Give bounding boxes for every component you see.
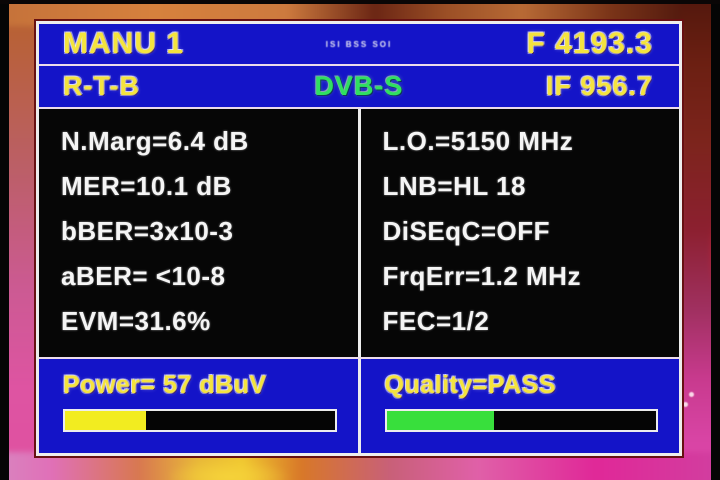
video-background-bottom-band xyxy=(0,452,720,480)
horizontal-separator xyxy=(39,357,679,359)
meter-ui-panel: MANU 1 ISI BSS SOI F 4193.3 R-T-B DVB-S … xyxy=(34,19,684,458)
horizontal-separator xyxy=(39,107,679,109)
measurement-bber: bBER=3x10-3 xyxy=(61,216,234,246)
video-highlight-yellow xyxy=(168,460,288,480)
measurement-aber: aBER= <10-8 xyxy=(61,261,226,291)
setting-lnb: LNB=HL 18 xyxy=(382,171,526,201)
power-readout: Power= 57 dBuV xyxy=(63,371,267,399)
header-small-text: ISI BSS SOI xyxy=(325,39,393,49)
header-bar: MANU 1 ISI BSS SOI F 4193.3 xyxy=(39,24,679,64)
info-bar: R-T-B DVB-S IF 956.7 xyxy=(39,66,679,107)
screen-edge-top xyxy=(0,0,720,4)
vertical-divider xyxy=(357,109,361,357)
if-frequency-readout: IF 956.7 xyxy=(545,71,653,101)
setting-fec: FEC=1/2 xyxy=(382,306,490,336)
setting-frqerr: FrqErr=1.2 MHz xyxy=(382,261,581,291)
power-meter: Power= 57 dBuV xyxy=(39,359,358,453)
screen-edge-left xyxy=(0,0,9,480)
measurement-nmarg: N.Marg=6.4 dB xyxy=(61,126,249,156)
power-bar-fill xyxy=(65,411,146,430)
power-bar xyxy=(63,409,337,432)
mode-title: MANU 1 xyxy=(63,27,185,60)
video-sparkle xyxy=(689,392,694,397)
video-sparkle xyxy=(683,402,688,407)
quality-meter: Quality=PASS xyxy=(361,359,680,453)
screen-edge-right xyxy=(711,0,720,480)
measurement-evm: EVM=31.6% xyxy=(61,306,211,336)
meters-panel: Power= 57 dBuV Quality=PASS xyxy=(39,359,679,453)
measurements-left-column: N.Marg=6.4 dB MER=10.1 dB bBER=3x10-3 aB… xyxy=(39,109,358,357)
vertical-divider xyxy=(357,359,361,453)
setting-diseqc: DiSEqC=OFF xyxy=(382,216,551,246)
frequency-readout: F 4193.3 xyxy=(526,27,653,60)
measurements-panel: N.Marg=6.4 dB MER=10.1 dB bBER=3x10-3 aB… xyxy=(39,109,679,357)
quality-bar-fill xyxy=(386,411,495,430)
quality-readout: Quality=PASS xyxy=(384,371,557,399)
system-standard: DVB-S xyxy=(314,71,404,101)
satellite-name: R-T-B xyxy=(63,71,140,101)
setting-lo: L.O.=5150 MHz xyxy=(382,126,574,156)
horizontal-separator xyxy=(39,64,679,66)
quality-bar xyxy=(384,409,658,432)
measurements-right-column: L.O.=5150 MHz LNB=HL 18 DiSEqC=OFF FrqEr… xyxy=(361,109,680,357)
measurement-mer: MER=10.1 dB xyxy=(61,171,232,201)
